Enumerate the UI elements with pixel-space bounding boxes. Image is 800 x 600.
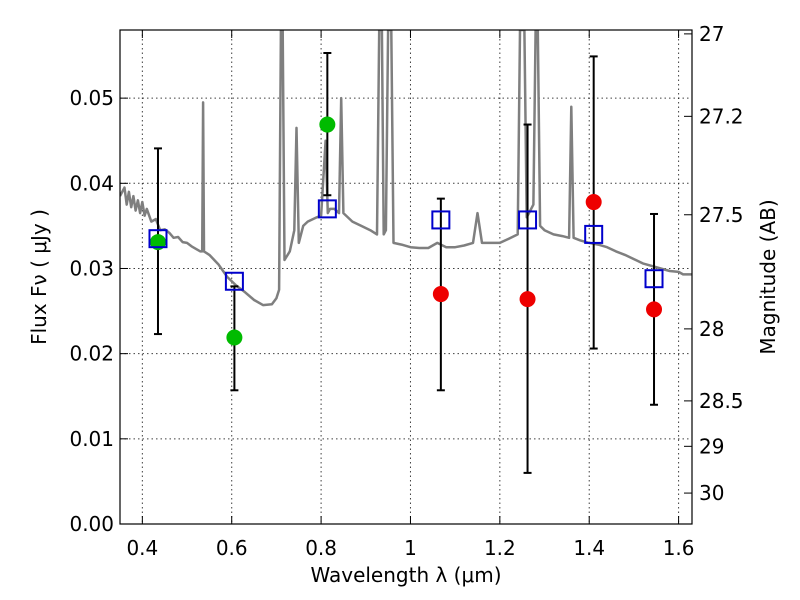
x-tick-label: 1 — [404, 536, 417, 560]
x-tick-label: 0.8 — [305, 536, 337, 560]
y2-tick-label: 30 — [699, 481, 724, 505]
model-photometry-square — [148, 229, 168, 249]
low-significance-point — [432, 286, 449, 303]
y2-axis-label: Magnitude (AB) — [756, 199, 780, 354]
y-tick-label: 0.00 — [69, 512, 114, 536]
grid — [120, 30, 692, 525]
low-significance-point — [646, 301, 663, 318]
model-box-layer — [148, 199, 664, 291]
y-tick-label: 0.04 — [69, 171, 114, 195]
tick-layer — [120, 30, 692, 525]
model-photometry-square — [317, 199, 337, 219]
y2-tick-label: 28.5 — [699, 389, 744, 413]
y-tick-label: 0.03 — [69, 256, 114, 280]
model-photometry-square — [431, 210, 451, 230]
plot-frame — [119, 29, 693, 525]
detection-point — [226, 329, 243, 346]
y-axis-label: Flux Fν ( μJy ) — [27, 209, 51, 345]
y2-tick-label: 27.5 — [699, 203, 744, 227]
x-tick-label: 0.6 — [216, 536, 248, 560]
y2-tick-label: 27.2 — [699, 104, 744, 128]
low-significance-point — [519, 291, 536, 308]
model-photometry-square — [518, 210, 538, 230]
y2-tick-label: 28 — [699, 317, 724, 341]
detection-point — [319, 116, 336, 133]
y-tick-label: 0.02 — [69, 342, 114, 366]
low-significance-point — [585, 194, 602, 211]
x-tick-label: 1.2 — [484, 536, 516, 560]
spectrum-layer — [120, 30, 692, 307]
y-tick-label: 0.01 — [69, 427, 114, 451]
model-photometry-square — [224, 271, 244, 291]
y-tick-label: 0.05 — [69, 86, 114, 110]
model-photometry-square — [584, 224, 604, 244]
error-bar-layer — [153, 51, 659, 474]
y2-tick-label: 27 — [699, 22, 724, 46]
x-tick-label: 1.6 — [663, 536, 695, 560]
x-tick-label: 0.4 — [126, 536, 158, 560]
marker-layer — [149, 116, 663, 346]
model-spectrum-line — [120, 30, 692, 307]
x-tick-label: 1.4 — [573, 536, 605, 560]
model-photometry-square — [644, 269, 664, 289]
y2-tick-label: 29 — [699, 434, 724, 458]
x-axis-label: Wavelength λ (μm) — [310, 563, 501, 587]
tick-label-layer: 0.4 0.6 0.8 1 1.2 1.4 1.6 0.00 0.01 0.02 0.03 0.04 0… — [69, 22, 743, 560]
